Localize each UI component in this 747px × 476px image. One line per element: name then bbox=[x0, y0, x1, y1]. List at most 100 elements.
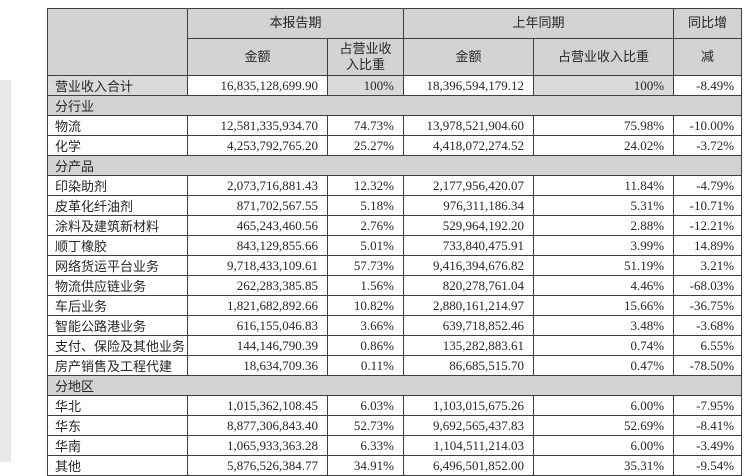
cell-prior-ratio: 24.02% bbox=[533, 135, 675, 156]
cell-cur-amount: 12,581,335,934.70 bbox=[187, 115, 328, 136]
cell-yoy: -3.49% bbox=[673, 435, 743, 456]
cell-prior-amount: 2,177,956,420.07 bbox=[403, 175, 535, 196]
cell-prior-ratio: 100% bbox=[533, 75, 675, 96]
page-edge-shadow bbox=[0, 80, 11, 462]
cell-prior-amount: 1,103,015,675.26 bbox=[403, 395, 535, 416]
section-row: 分行业 bbox=[46, 95, 743, 116]
cell-label: 顺丁橡胶 bbox=[47, 235, 188, 256]
cell-cur-amount: 16,835,128,699.90 bbox=[187, 75, 328, 96]
cell-yoy: 14.89% bbox=[673, 235, 743, 256]
table-row: 涂料及建筑新材料 465,243,460.56 2.76% 529,964,192.2… bbox=[47, 215, 743, 236]
cell-prior-ratio: 0.74% bbox=[533, 335, 675, 356]
revenue-breakdown-table: 本报告期 上年同期 同比增 金额 占营业收 入比重 金额 占营业收入比重 减 营业… bbox=[46, 8, 743, 476]
cell-prior-ratio: 51.19% bbox=[533, 255, 675, 276]
section-label: 分行业 bbox=[46, 95, 743, 116]
cell-cur-ratio: 6.33% bbox=[326, 435, 405, 456]
header-prior-ratio: 占营业收入比重 bbox=[533, 38, 675, 76]
cell-prior-ratio: 52.69% bbox=[533, 415, 675, 436]
cell-prior-amount: 135,282,883.61 bbox=[403, 335, 535, 356]
cell-yoy: -7.95% bbox=[673, 395, 743, 416]
cell-label: 车后业务 bbox=[47, 295, 188, 316]
section-label: 分地区 bbox=[46, 375, 743, 396]
cell-prior-ratio: 6.00% bbox=[533, 435, 675, 456]
section-row: 分产品 bbox=[46, 155, 743, 176]
cell-label: 其他 bbox=[47, 455, 188, 476]
header-prior-period: 上年同期 bbox=[403, 8, 675, 39]
cell-label: 物流供应链业务 bbox=[47, 275, 188, 296]
cell-yoy: -8.41% bbox=[673, 415, 743, 436]
cell-cur-amount: 1,065,933,363.28 bbox=[187, 435, 328, 456]
cell-prior-ratio: 35.31% bbox=[533, 455, 675, 476]
cell-label: 网络货运平台业务 bbox=[47, 255, 188, 276]
cell-prior-amount: 2,880,161,214.97 bbox=[403, 295, 535, 316]
cell-cur-ratio: 25.27% bbox=[326, 135, 405, 156]
table-row: 华东 8,877,306,843.40 52.73% 9,692,565,437.83… bbox=[47, 415, 743, 436]
cell-prior-amount: 529,964,192.20 bbox=[403, 215, 535, 236]
cell-cur-amount: 5,876,526,384.77 bbox=[187, 455, 328, 476]
cell-label: 涂料及建筑新材料 bbox=[47, 215, 188, 236]
cell-prior-ratio: 3.99% bbox=[533, 235, 675, 256]
section-label: 分产品 bbox=[46, 155, 743, 176]
cell-cur-ratio: 34.91% bbox=[326, 455, 405, 476]
header-label-column bbox=[47, 8, 188, 76]
cell-cur-ratio: 1.56% bbox=[326, 275, 405, 296]
cell-label: 营业收入合计 bbox=[47, 75, 188, 96]
header-row-periods: 本报告期 上年同期 同比增 bbox=[47, 8, 743, 76]
cell-yoy: -36.75% bbox=[673, 295, 743, 316]
cell-cur-amount: 8,877,306,843.40 bbox=[187, 415, 328, 436]
cell-prior-ratio: 6.00% bbox=[533, 395, 675, 416]
table-row: 物流 12,581,335,934.70 74.73% 13,978,521,904.… bbox=[47, 115, 743, 136]
cell-cur-amount: 4,253,792,765.20 bbox=[187, 135, 328, 156]
table-row: 顺丁橡胶 843,129,855.66 5.01% 733,840,475.91 3.9… bbox=[47, 235, 743, 256]
cell-cur-ratio: 10.82% bbox=[326, 295, 405, 316]
cell-prior-ratio: 75.98% bbox=[533, 115, 675, 136]
cell-cur-ratio: 3.66% bbox=[326, 315, 405, 336]
table-row: 华北 1,015,362,108.45 6.03% 1,103,015,675.26 6… bbox=[47, 395, 743, 416]
cell-cur-amount: 144,146,790.39 bbox=[187, 335, 328, 356]
cell-yoy: -3.68% bbox=[673, 315, 743, 336]
cell-label: 华东 bbox=[47, 415, 188, 436]
table-row: 物流供应链业务 262,283,385.85 1.56% 820,278,761.04… bbox=[47, 275, 743, 296]
cell-prior-ratio: 5.31% bbox=[533, 195, 675, 216]
table-row: 支付、保险及其他业务 144,146,790.39 0.86% 135,282,883… bbox=[47, 335, 743, 356]
cell-prior-amount: 733,840,475.91 bbox=[403, 235, 535, 256]
cell-cur-amount: 1,015,362,108.45 bbox=[187, 395, 328, 416]
cell-cur-amount: 843,129,855.66 bbox=[187, 235, 328, 256]
section-row: 分地区 bbox=[46, 375, 743, 396]
table-header: 本报告期 上年同期 同比增 金额 占营业收 入比重 金额 占营业收入比重 减 bbox=[47, 8, 743, 76]
cell-cur-ratio: 0.11% bbox=[326, 355, 405, 376]
cell-cur-ratio: 6.03% bbox=[326, 395, 405, 416]
cell-yoy: 6.55% bbox=[673, 335, 743, 356]
cell-prior-ratio: 4.46% bbox=[533, 275, 675, 296]
cell-cur-ratio: 5.18% bbox=[326, 195, 405, 216]
cell-prior-amount: 1,104,511,214.03 bbox=[403, 435, 535, 456]
cell-prior-amount: 9,692,565,437.83 bbox=[403, 415, 535, 436]
cell-label: 智能公路港业务 bbox=[47, 315, 188, 336]
cell-label: 印染助剂 bbox=[47, 175, 188, 196]
table-row: 华南 1,065,933,363.28 6.33% 1,104,511,214.03 6… bbox=[47, 435, 743, 456]
cell-cur-amount: 9,718,433,109.61 bbox=[187, 255, 328, 276]
header-row-metrics: 金额 占营业收 入比重 金额 占营业收入比重 减 bbox=[48, 38, 743, 76]
header-prior-amount: 金额 bbox=[403, 38, 535, 76]
header-current-ratio-line1: 占营业收 bbox=[339, 40, 392, 56]
cell-yoy: 3.21% bbox=[673, 255, 743, 276]
cell-prior-ratio: 0.47% bbox=[533, 355, 675, 376]
cell-cur-ratio: 100% bbox=[326, 75, 405, 96]
table-row: 车后业务 1,821,682,892.66 10.82% 2,880,161,214.… bbox=[47, 295, 743, 316]
cell-cur-ratio: 12.32% bbox=[326, 175, 405, 196]
table-row: 其他 5,876,526,384.77 34.91% 6,496,501,852.00… bbox=[47, 455, 743, 476]
cell-yoy: -10.00% bbox=[673, 115, 743, 136]
cell-cur-ratio: 57.73% bbox=[326, 255, 405, 276]
cell-cur-ratio: 52.73% bbox=[326, 415, 405, 436]
header-yoy-bottom: 减 bbox=[673, 38, 743, 76]
cell-yoy: -3.72% bbox=[673, 135, 743, 156]
cell-cur-amount: 2,073,716,881.43 bbox=[187, 175, 328, 196]
cell-prior-amount: 4,418,072,274.52 bbox=[403, 135, 535, 156]
table-body: 营业收入合计 16,835,128,699.90 100% 18,396,594,17… bbox=[46, 75, 743, 476]
cell-prior-ratio: 3.48% bbox=[533, 315, 675, 336]
table-row: 网络货运平台业务 9,718,433,109.61 57.73% 9,416,394,… bbox=[47, 255, 743, 276]
cell-prior-amount: 18,396,594,179.12 bbox=[403, 75, 535, 96]
cell-prior-ratio: 15.66% bbox=[533, 295, 675, 316]
cell-cur-ratio: 2.76% bbox=[326, 215, 405, 236]
